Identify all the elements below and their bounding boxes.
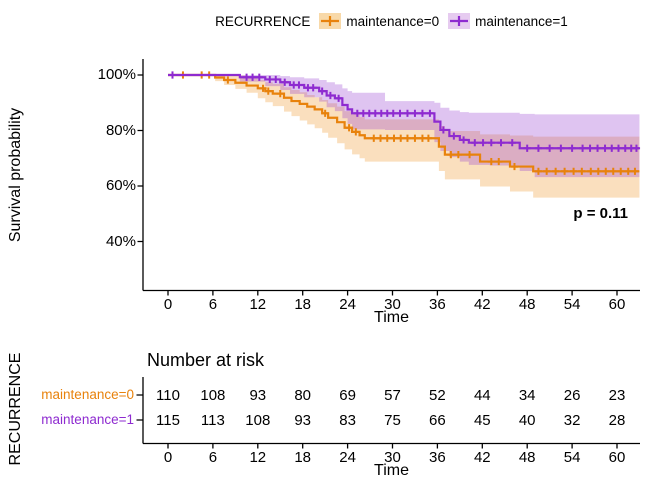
risk-count: 80 [294,387,312,404]
y-tick-label: 40% [105,232,136,250]
risk-count: 83 [339,412,356,429]
x-tick-label: 60 [608,295,626,313]
risk-table-axis-label: RECURRENCE [7,352,24,466]
risk-x-tick-label: 12 [249,448,267,466]
risk-x-tick-label: 60 [608,448,626,466]
risk-count: 23 [608,387,626,404]
risk-count: 44 [473,387,491,404]
risk-row-label-maintenance-1: maintenance=1 [41,412,134,427]
risk-count: 108 [245,412,271,429]
risk-count: 45 [473,412,491,429]
y-tick-label: 60% [105,177,136,194]
risk-table-title: Number at risk [147,350,265,370]
risk-x-tick-label: 6 [208,448,218,466]
risk-count: 113 [200,412,225,429]
risk-x-tick-label: 24 [339,448,356,466]
risk-count: 26 [563,387,581,404]
p-value-annotation: p = 0.11 [573,205,628,222]
x-tick-label: 24 [339,295,356,313]
x-tick-label: 36 [429,295,446,313]
risk-x-tick-label: 54 [563,448,581,466]
risk-count: 40 [518,412,536,429]
risk-x-tick-label: 42 [473,448,491,466]
risk-count: 28 [608,412,626,429]
survival-curve-maintenance=0[interactable] [168,73,640,173]
risk-count: 34 [518,387,536,404]
censor-marks-maintenance=1 [168,71,641,152]
legend-item-maintenance-0[interactable]: maintenance=0 [319,13,439,29]
risk-count: 57 [384,387,401,404]
risk-row-label-maintenance-0: maintenance=0 [41,387,134,402]
ci-band-maintenance=1 [168,75,640,178]
risk-x-tick-label: 36 [429,448,446,466]
x-axis-title: Time [374,309,409,326]
y-tick-label: 100% [97,66,136,83]
risk-axis-ticks [136,394,618,449]
risk-count: 108 [200,387,226,404]
risk-count: 75 [384,412,401,429]
risk-count: 69 [339,387,356,404]
x-tick-label: 54 [563,295,581,313]
risk-x-tick-label: 18 [294,448,312,466]
main-axis-ticks [137,74,618,296]
risk-count: 93 [249,387,267,404]
x-tick-label: 0 [163,295,173,313]
legend-label-maintenance-0: maintenance=0 [346,13,440,29]
risk-count: 32 [563,412,581,429]
x-tick-label: 48 [518,295,536,313]
risk-count: 66 [429,412,446,429]
x-tick-label: 42 [473,295,491,313]
survival-curve-maintenance=1[interactable] [168,73,640,150]
legend-item-maintenance-1[interactable]: maintenance=1 [448,13,568,29]
legend-key-purple-icon [448,13,471,29]
risk-x-tick-label: 0 [163,448,173,466]
main-axes [142,59,640,292]
y-axis-title: Survival probability [7,107,24,243]
legend-key-orange-icon [319,13,342,29]
risk-x-tick-label: 30 [384,448,401,466]
risk-count: 52 [429,387,446,404]
legend-title: RECURRENCE [215,13,311,29]
x-tick-label: 30 [384,295,401,313]
legend: RECURRENCE maintenance=0 maintenance=1 [143,10,640,32]
y-tick-label: 80% [105,121,136,139]
risk-axes [142,377,640,445]
x-tick-label: 6 [208,295,218,313]
x-tick-label: 18 [294,295,312,313]
risk-x-axis-title: Time [374,462,409,479]
x-tick-label: 12 [249,295,267,313]
legend-label-maintenance-1: maintenance=1 [475,13,568,29]
risk-count: 115 [156,412,180,429]
risk-x-tick-label: 48 [518,448,536,466]
risk-count: 110 [156,387,180,404]
risk-count: 93 [294,412,312,429]
